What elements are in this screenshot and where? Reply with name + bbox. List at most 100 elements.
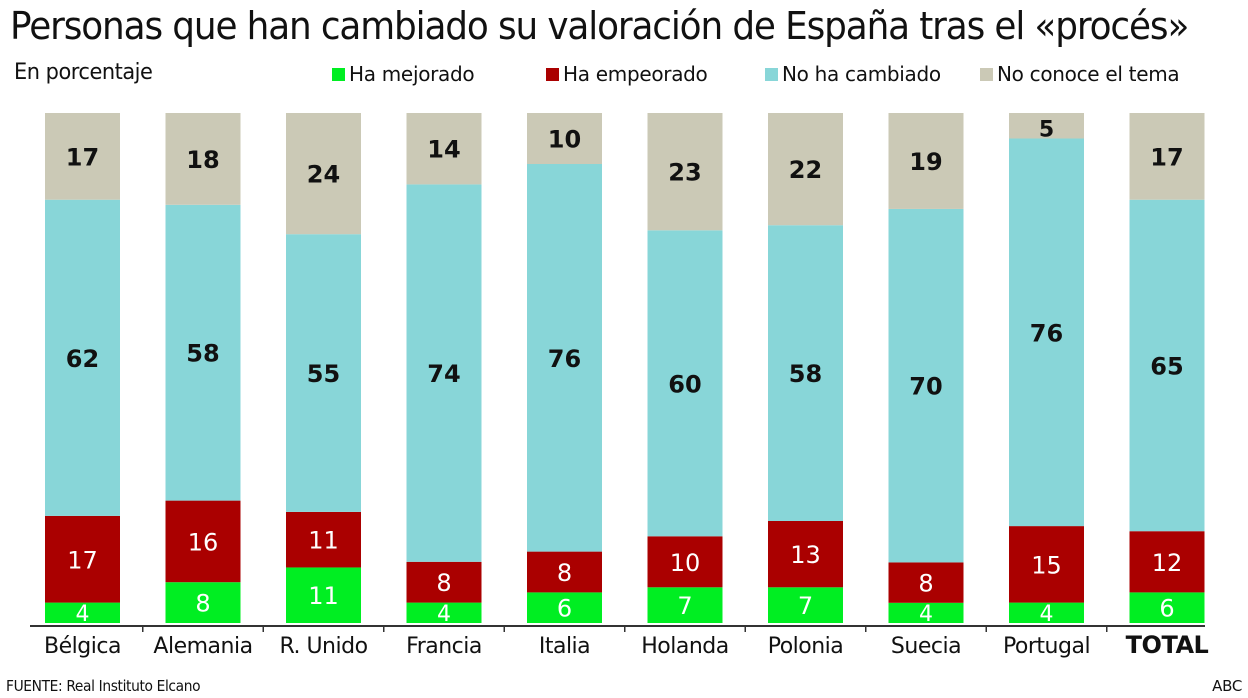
- bar-segment-no-conoce-el-tema-total: [1129, 113, 1205, 200]
- data-label: 55: [307, 360, 340, 388]
- bar-segment-ha-empeorado-polonia: [768, 521, 843, 588]
- data-label: 6: [1159, 595, 1174, 623]
- data-label: 76: [1030, 319, 1063, 347]
- legend-label: Ha mejorado: [349, 62, 475, 86]
- bar-segment-no-ha-cambiado-italia: [527, 164, 602, 552]
- publisher-credit: ABC: [1212, 677, 1242, 695]
- bar-segment-no-ha-cambiado-total: [1129, 199, 1205, 532]
- bar-segment-no-ha-cambiado-r-unido: [286, 234, 361, 512]
- data-label: 10: [670, 549, 701, 577]
- legend-item-no-ha-cambiado: No ha cambiado: [765, 62, 941, 86]
- bar-segment-ha-empeorado-suecia: [888, 562, 964, 603]
- x-tick-label: Italia: [539, 634, 590, 659]
- bar-segment-no-conoce-el-tema-francia: [406, 113, 482, 185]
- bar-segment-no-ha-cambiado-suecia: [888, 208, 964, 563]
- x-tick-label: Francia: [406, 634, 482, 659]
- legend-item-ha-empeorado: Ha empeorado: [546, 62, 708, 86]
- data-label: 18: [186, 146, 219, 174]
- data-label: 11: [308, 582, 339, 610]
- x-tick-label: Bélgica: [44, 634, 121, 659]
- legend-swatch: [332, 67, 345, 81]
- x-tick-label: Portugal: [1003, 634, 1090, 659]
- data-label: 58: [186, 340, 219, 368]
- data-label: 8: [195, 590, 210, 618]
- bar-segment-no-conoce-el-tema-holanda: [647, 113, 723, 231]
- bar-segment-no-conoce-el-tema-polonia: [768, 113, 843, 226]
- data-label: 65: [1150, 352, 1183, 380]
- legend-swatch: [980, 67, 993, 81]
- bar-segment-no-ha-cambiado-alemania: [165, 204, 241, 501]
- data-label: 14: [427, 136, 460, 164]
- data-label: 74: [427, 360, 460, 388]
- bar-segment-ha-mejorado-total: [1129, 592, 1205, 623]
- bar-segment-ha-empeorado-holanda: [647, 536, 723, 588]
- data-label: 8: [918, 570, 933, 598]
- bar-segment-ha-mejorado-suecia: [888, 602, 964, 623]
- bar-segment-ha-empeorado-r-unido: [286, 511, 361, 568]
- source-note: FUENTE: Real Instituto Elcano: [6, 677, 201, 695]
- data-label: 70: [909, 373, 942, 401]
- bar-segment-ha-mejorado-holanda: [647, 587, 723, 623]
- data-label: 10: [548, 126, 581, 154]
- bar-segment-ha-empeorado-belgica: [45, 515, 120, 603]
- bar-segment-ha-mejorado-alemania: [165, 582, 241, 623]
- data-label: 60: [668, 370, 701, 398]
- data-label: 15: [1031, 551, 1062, 579]
- bar-segment-no-ha-cambiado-francia: [406, 184, 482, 562]
- bar-segment-no-conoce-el-tema-belgica: [45, 113, 120, 200]
- data-label: 6: [557, 595, 572, 623]
- bar-segment-ha-empeorado-portugal: [1009, 526, 1084, 603]
- bar-segment-ha-empeorado-italia: [527, 551, 602, 593]
- bar-segment-ha-empeorado-francia: [406, 561, 482, 603]
- bar-segment-ha-empeorado-total: [1129, 531, 1205, 593]
- data-label: 17: [1150, 143, 1183, 171]
- data-label: 13: [790, 541, 821, 569]
- data-label: 16: [188, 528, 219, 556]
- data-label: 11: [308, 527, 339, 555]
- data-label: 7: [798, 592, 813, 620]
- data-label: 17: [66, 143, 99, 171]
- x-tick-label: Polonia: [768, 634, 844, 659]
- bar-segment-no-ha-cambiado-polonia: [768, 225, 843, 521]
- data-label: 58: [789, 360, 822, 388]
- bar-segment-ha-mejorado-italia: [527, 592, 602, 623]
- x-tick-label: Suecia: [891, 634, 961, 659]
- bar-segment-no-ha-cambiado-portugal: [1009, 138, 1084, 527]
- bar-segment-no-conoce-el-tema-r-unido: [286, 113, 361, 235]
- data-label: 12: [1152, 549, 1183, 577]
- bar-segment-no-conoce-el-tema-suecia: [888, 113, 964, 209]
- bar-segment-ha-empeorado-alemania: [165, 500, 241, 583]
- data-label: 4: [1040, 602, 1054, 627]
- legend-item-no-conoce-el-tema: No conoce el tema: [980, 62, 1180, 86]
- bar-segment-ha-mejorado-francia: [406, 602, 482, 623]
- bar-segment-no-ha-cambiado-belgica: [45, 199, 120, 516]
- legend-label: Ha empeorado: [563, 62, 708, 86]
- data-label: 8: [436, 569, 451, 597]
- x-tick-label: Holanda: [641, 634, 729, 659]
- bar-segment-ha-mejorado-belgica: [45, 602, 120, 623]
- bar-segment-no-conoce-el-tema-alemania: [165, 113, 241, 205]
- bar-segment-no-conoce-el-tema-italia: [527, 113, 602, 164]
- data-label: 23: [668, 159, 701, 187]
- bar-segment-ha-mejorado-portugal: [1009, 602, 1084, 623]
- data-label: 7: [677, 592, 692, 620]
- bar-segment-ha-mejorado-r-unido: [286, 567, 361, 623]
- data-label: 62: [66, 345, 99, 373]
- legend-swatch: [546, 67, 559, 81]
- data-label: 19: [909, 148, 942, 176]
- legend-item-ha-mejorado: Ha mejorado: [332, 62, 475, 86]
- data-label: 8: [557, 559, 572, 587]
- data-label: 4: [919, 602, 933, 627]
- chart-title: Personas que han cambiado su valoración …: [10, 4, 1189, 49]
- legend-swatch: [765, 67, 778, 81]
- bar-segment-no-conoce-el-tema-portugal: [1009, 113, 1084, 139]
- bar-segment-no-ha-cambiado-holanda: [647, 230, 723, 537]
- data-label: 4: [437, 602, 451, 627]
- x-tick-label: Alemania: [153, 634, 252, 659]
- legend-label: No ha cambiado: [782, 62, 941, 86]
- x-tick-label: TOTAL: [1126, 631, 1209, 659]
- data-label: 4: [76, 602, 90, 627]
- data-label: 17: [67, 546, 98, 574]
- data-label: 5: [1039, 118, 1054, 143]
